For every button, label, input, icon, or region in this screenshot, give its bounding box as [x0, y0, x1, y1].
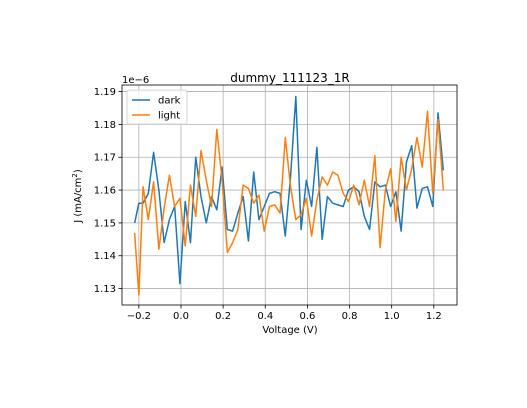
y-axis-label-main: J (mA/cm: [73, 178, 84, 224]
y-ticks: 1.13 1.14 1.15 1.16 1.17 1.18 1.19: [94, 87, 122, 295]
x-tick-label: 1.0: [384, 311, 400, 322]
x-tick-label: 0.4: [257, 311, 273, 322]
legend: dark light: [126, 89, 188, 125]
y-tick-label: 1.18: [94, 120, 116, 131]
y-tick-label: 1.14: [94, 251, 116, 262]
y-tick-label: 1.13: [94, 284, 116, 295]
y-tick-label: 1.19: [94, 87, 116, 98]
y-axis-label-close: ): [73, 169, 84, 173]
y-tick-label: 1.15: [94, 218, 116, 229]
x-tick-label: 0.8: [342, 311, 358, 322]
y-axis-label: J (mA/cm2): [71, 169, 84, 224]
x-ticks: −0.2 0.0 0.2 0.4 0.6 0.8 1.0 1.2: [127, 305, 442, 322]
x-tick-label: 1.2: [426, 311, 442, 322]
legend-label-dark: dark: [158, 96, 181, 107]
series-line-dark: [133, 95, 445, 285]
series-line-light: [133, 110, 445, 296]
axes-frame: [121, 84, 458, 306]
y-axis-label-superscript: 2: [71, 173, 79, 177]
x-tick-label: −0.2: [127, 311, 151, 322]
chart-title: dummy_111123_1R: [230, 71, 349, 85]
y-tick-label: 1.16: [94, 186, 116, 197]
x-tick-label: 0.6: [299, 311, 315, 322]
legend-label-light: light: [158, 111, 180, 122]
y-offset-text: 1e−6: [122, 75, 149, 86]
plot-lines: [133, 95, 445, 296]
x-tick-label: 0.0: [173, 311, 189, 322]
x-tick-label: 0.2: [215, 311, 231, 322]
x-axis-label: Voltage (V): [262, 325, 317, 336]
y-tick-label: 1.17: [94, 153, 116, 164]
